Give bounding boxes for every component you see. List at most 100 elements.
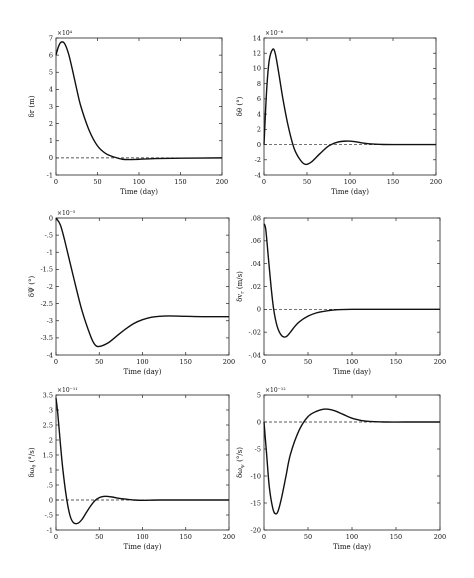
x-tick-label: 100 [136,533,148,541]
y-tick-label: -.5 [45,511,53,519]
y-tick-label: -5 [255,445,261,453]
y-tick-label: -2 [255,156,261,164]
x-tick-label: 0 [262,533,266,541]
x-tick-label: 0 [54,178,58,186]
y-tick-label: -.02 [248,328,261,336]
series-line [55,217,230,348]
y-tick-label: -10 [251,472,261,480]
y-axis-label: δΨ (°) [28,275,36,297]
y-tick-label: 3.5 [43,391,53,399]
plot-frame [263,37,437,176]
y-tick-label: 5 [49,69,53,77]
y-tick-label: 2 [49,120,53,128]
y-tick-label: .06 [251,237,261,245]
chart-panel-4: 0 50 100 150 200 -.04 -.02 0 .02 .04 .06 .08 Time (d… [236,214,446,376]
y-tick-label: 0 [49,154,53,162]
x-tick-label: 0 [262,178,266,186]
y-tick-label: -15 [251,499,261,507]
y-tick-label: .02 [251,283,261,291]
y-tick-label: -1 [47,171,53,179]
x-axis-label: Time (day) [333,543,371,551]
series-line [263,48,437,166]
axis-multiplier: ×10⁻⁶ [265,30,284,37]
axis-multiplier: ×10⁻¹² [265,387,286,394]
y-tick-label: -1.5 [40,266,53,274]
y-tick-label: 12 [253,50,261,58]
y-tick-label: 8 [257,80,261,88]
y-tick-label: 6 [257,95,261,103]
y-tick-label: 0 [257,141,261,149]
x-tick-label: 200 [430,178,442,186]
axis-multiplier: ×10⁻⁵ [57,210,76,217]
x-tick-label: 0 [54,358,58,366]
y-axis-label: δθ (°) [236,96,244,116]
y-tick-label: 7 [49,34,53,42]
x-tick-label: 150 [390,358,402,366]
y-tick-label: 6 [49,51,53,59]
y-tick-label: 4 [257,110,261,118]
y-tick-label: -1 [47,249,53,257]
axis-multiplier: ×10⁴ [57,30,73,37]
y-tick-label: -3 [47,317,53,325]
x-axis-label: Time (day) [331,188,369,196]
series-line [55,397,229,525]
x-tick-label: 200 [434,358,446,366]
series-line [263,223,440,338]
x-tick-label: 150 [174,178,186,186]
chart-panel-5: 0 50 100 150 200 -1 -.5 0 .5 1 1.5 2 2.5 3 3.5 ×10⁻¹¹ Ti… [28,387,235,551]
x-tick-label: 200 [434,533,446,541]
x-tick-label: 0 [54,533,58,541]
x-axis-label: Time (day) [120,188,158,196]
y-tick-label: 14 [253,34,261,42]
y-tick-label: 0 [257,418,261,426]
x-tick-label: 50 [304,358,312,366]
y-axis-label: δvr (m/s) [236,271,246,302]
y-tick-label: .08 [251,214,261,222]
y-tick-label: 3 [49,103,53,111]
x-tick-label: 200 [216,178,228,186]
x-tick-label: 200 [223,358,235,366]
x-tick-label: 50 [95,533,103,541]
x-axis-label: Time (day) [124,368,162,376]
x-tick-label: 100 [344,178,356,186]
series-line [263,408,440,515]
y-tick-label: 1 [49,137,53,145]
plot-frame [55,217,230,356]
y-tick-label: 10 [253,65,261,73]
x-tick-label: 150 [390,533,402,541]
y-tick-label: 1.5 [43,451,53,459]
y-tick-label: 2 [49,436,53,444]
chart-panel-6: 0 50 100 150 200 -20 -15 -10 -5 0 5 ×10⁻¹² Time (day… [236,387,446,551]
plot-frame [263,394,441,531]
y-axis-label: δωψ (°/s) [236,447,246,478]
chart-panel-3: 0 50 100 150 200 -4 -3.5 -3 -2.5 -2 -1.5 -1 -.5 0 ×10⁻… [28,210,235,376]
x-tick-label: 100 [136,358,148,366]
y-tick-label: 1 [49,466,53,474]
x-tick-label: 50 [93,178,101,186]
y-tick-label: -3.5 [40,334,53,342]
x-tick-label: 100 [346,358,358,366]
y-tick-label: -2 [47,283,53,291]
y-tick-label: 0 [49,214,53,222]
y-tick-label: -4 [255,171,261,179]
y-tick-label: -.04 [248,351,261,359]
y-axis-label: δωθ (°/s) [28,447,38,477]
x-tick-label: 100 [133,178,145,186]
chart-panel-2: 0 50 100 150 200 -4 -2 0 2 4 6 8 10 12 14 ×10⁻⁶ Time (da… [236,30,442,196]
x-tick-label: 50 [95,358,103,366]
x-tick-label: 50 [303,178,311,186]
y-tick-label: -.5 [45,231,53,239]
y-tick-label: 2 [257,126,261,134]
y-tick-label: -20 [251,526,261,534]
x-tick-label: 150 [180,358,192,366]
y-tick-label: 3 [49,406,53,414]
y-tick-label: -2.5 [40,300,53,308]
x-tick-label: 100 [346,533,358,541]
x-tick-label: 200 [223,533,235,541]
y-tick-label: .04 [251,260,261,268]
y-tick-label: -4 [47,351,53,359]
y-tick-label: -1 [47,526,53,534]
axis-multiplier: ×10⁻¹¹ [57,387,78,394]
series-line [55,41,223,161]
